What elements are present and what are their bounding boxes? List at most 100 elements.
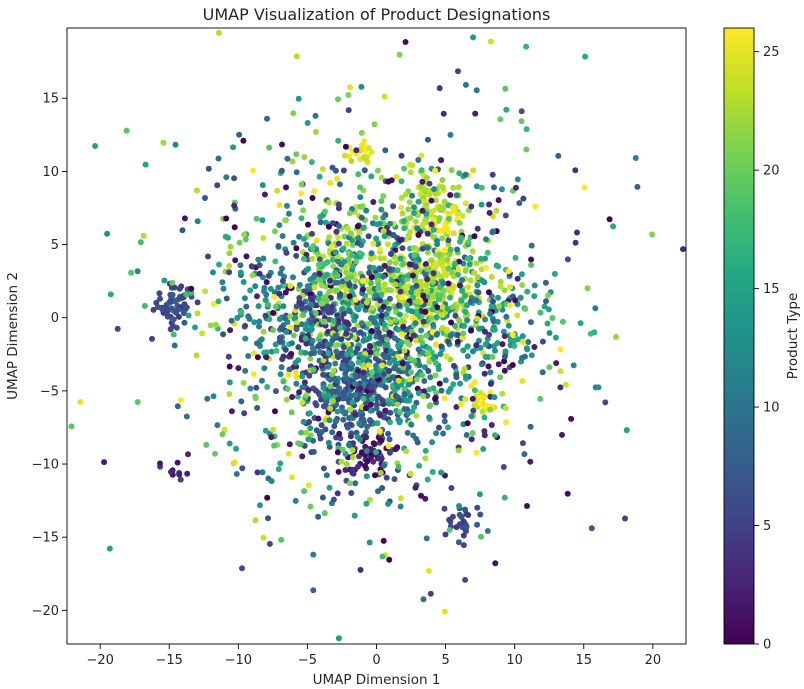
scatter-point	[236, 131, 243, 138]
scatter-point	[226, 363, 233, 370]
scatter-point	[216, 261, 222, 268]
scatter-point	[392, 317, 399, 323]
scatter-point	[445, 237, 452, 244]
scatter-point	[203, 441, 210, 448]
scatter-point	[487, 310, 493, 317]
scatter-point	[342, 358, 349, 365]
scatter-point	[300, 207, 307, 214]
scatter-point	[156, 290, 163, 297]
scatter-point	[240, 137, 247, 144]
scatter-point	[371, 121, 378, 128]
scatter-point	[327, 383, 334, 390]
scatter-point	[462, 373, 469, 380]
scatter-point	[582, 53, 589, 60]
scatter-point	[495, 197, 502, 204]
scatter-point	[395, 326, 402, 333]
scatter-point	[500, 328, 507, 335]
scatter-point	[360, 355, 367, 362]
scatter-point	[352, 380, 359, 387]
scatter-point	[491, 184, 497, 191]
scatter-point	[486, 201, 493, 208]
scatter-point	[415, 198, 422, 205]
scatter-point	[323, 472, 330, 479]
scatter-point	[358, 83, 365, 90]
scatter-point	[401, 165, 407, 172]
scatter-point	[360, 416, 367, 423]
scatter-point	[261, 365, 268, 372]
scatter-point	[487, 380, 494, 387]
scatter-point	[470, 34, 477, 41]
scatter-point	[380, 228, 387, 234]
scatter-point	[374, 221, 381, 228]
scatter-point	[552, 334, 559, 341]
scatter-point	[413, 309, 420, 316]
scatter-point	[185, 451, 191, 458]
scatter-point	[322, 260, 328, 267]
colorbar-tick-label: 15	[763, 282, 780, 297]
scatter-point	[354, 345, 361, 352]
scatter-point	[337, 435, 344, 442]
scatter-point	[412, 337, 419, 344]
scatter-point	[325, 328, 332, 335]
scatter-point	[194, 299, 201, 306]
scatter-point	[422, 447, 429, 454]
scatter-point	[367, 343, 374, 350]
scatter-point	[430, 321, 437, 328]
scatter-point	[270, 327, 277, 333]
scatter-point	[153, 299, 160, 306]
scatter-point	[300, 418, 307, 425]
scatter-point	[707, 228, 713, 234]
scatter-point	[238, 398, 245, 405]
scatter-point	[183, 304, 190, 311]
scatter-point	[438, 343, 445, 350]
scatter-point	[286, 366, 293, 373]
scatter-point	[275, 243, 282, 249]
scatter-point	[412, 484, 419, 491]
scatter-point	[358, 129, 365, 136]
scatter-point	[361, 138, 367, 144]
scatter-point	[347, 433, 354, 440]
scatter-point	[543, 298, 549, 305]
scatter-point	[263, 354, 270, 361]
scatter-point	[332, 279, 338, 286]
scatter-point	[386, 259, 393, 266]
scatter-point	[300, 255, 307, 262]
scatter-point	[310, 587, 317, 594]
scatter-point	[460, 542, 467, 549]
scatter-point	[455, 184, 462, 191]
scatter-point	[223, 215, 230, 222]
scatter-point	[492, 432, 498, 439]
scatter-point	[434, 241, 441, 248]
scatter-point	[344, 225, 351, 232]
scatter-point	[454, 246, 461, 253]
scatter-point	[437, 292, 444, 299]
scatter-point	[588, 525, 595, 532]
scatter-point	[417, 334, 424, 341]
scatter-point	[448, 319, 455, 326]
scatter-point	[295, 95, 302, 102]
scatter-point	[422, 495, 429, 502]
scatter-point	[592, 305, 599, 312]
scatter-point	[293, 169, 300, 176]
scatter-point	[507, 284, 513, 291]
scatter-point	[392, 281, 399, 288]
scatter-point	[284, 155, 291, 162]
scatter-point	[321, 510, 328, 517]
scatter-point	[261, 191, 268, 198]
scatter-point	[157, 460, 163, 467]
scatter-point	[509, 362, 516, 368]
scatter-point	[404, 302, 410, 309]
scatter-point	[481, 428, 488, 435]
scatter-point	[490, 298, 496, 305]
scatter-point	[337, 292, 343, 299]
scatter-point	[268, 478, 275, 485]
scatter-point	[278, 536, 285, 543]
scatter-point	[278, 364, 285, 371]
scatter-point	[372, 292, 379, 299]
scatter-point	[355, 171, 362, 178]
scatter-point	[293, 380, 300, 387]
scatter-point	[334, 341, 341, 348]
scatter-point	[439, 235, 446, 242]
scatter-point	[298, 190, 305, 197]
